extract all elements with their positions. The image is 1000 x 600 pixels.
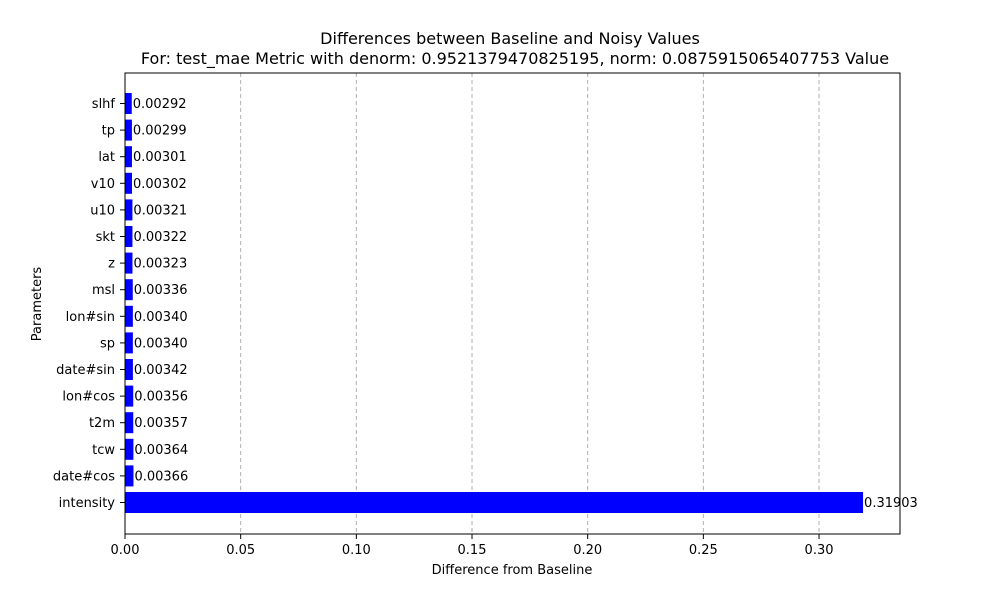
x-ticks-group: 0.00 0.05 0.10 0.15 0.20 0.25 0.30 bbox=[111, 534, 834, 558]
data-label: 0.00292 bbox=[133, 97, 187, 112]
chart-title: Differences between Baseline and Noisy V… bbox=[320, 29, 700, 48]
y-tick-label: sp bbox=[100, 336, 115, 351]
data-label: 0.00342 bbox=[134, 363, 188, 378]
data-labels-group: 0.31903 0.00366 0.00364 0.00357 0.00356 0.003… bbox=[133, 97, 918, 511]
data-label: 0.00357 bbox=[134, 416, 188, 431]
y-tick-label: t2m bbox=[89, 416, 115, 431]
x-tick-label: 0.10 bbox=[342, 543, 371, 558]
bar bbox=[125, 172, 132, 194]
y-axis-label: Parameters bbox=[30, 267, 45, 342]
y-ticks-group: intensity date#cos tcw t2m lon#cos date#sin sp… bbox=[53, 97, 125, 511]
data-label: 0.00321 bbox=[133, 203, 187, 218]
data-label: 0.00336 bbox=[134, 283, 188, 298]
bar bbox=[125, 146, 132, 168]
data-label: 0.00340 bbox=[134, 310, 188, 325]
data-label: 0.00340 bbox=[134, 336, 188, 351]
bar bbox=[125, 412, 134, 434]
x-tick-label: 0.30 bbox=[805, 543, 834, 558]
data-label: 0.00366 bbox=[134, 469, 188, 484]
bar bbox=[125, 93, 132, 114]
bars-group bbox=[125, 93, 864, 513]
x-tick-label: 0.00 bbox=[111, 543, 140, 558]
x-axis-label: Difference from Baseline bbox=[432, 563, 593, 578]
bar bbox=[125, 332, 133, 354]
bar bbox=[125, 492, 864, 513]
chart-subtitle: For: test_mae Metric with denorm: 0.9521… bbox=[141, 49, 889, 69]
data-label: 0.00323 bbox=[133, 257, 187, 272]
x-tick-label: 0.20 bbox=[573, 543, 602, 558]
y-tick-label: v10 bbox=[91, 177, 115, 192]
bar bbox=[125, 305, 133, 327]
bar bbox=[125, 199, 133, 221]
y-tick-label: lat bbox=[98, 150, 115, 165]
y-tick-label: tcw bbox=[92, 443, 115, 458]
data-label: 0.00299 bbox=[133, 124, 187, 139]
bar bbox=[125, 279, 133, 301]
y-tick-label: slhf bbox=[92, 97, 116, 112]
data-label: 0.00302 bbox=[133, 177, 187, 192]
y-tick-label: z bbox=[108, 257, 115, 272]
y-tick-label: msl bbox=[92, 283, 115, 298]
y-tick-label: skt bbox=[96, 230, 115, 245]
data-label: 0.00301 bbox=[133, 150, 187, 165]
bar bbox=[125, 119, 132, 141]
data-label: 0.00322 bbox=[133, 230, 187, 245]
bar bbox=[125, 359, 133, 380]
y-tick-label: date#cos bbox=[53, 469, 115, 484]
x-tick-label: 0.15 bbox=[458, 543, 487, 558]
data-label: 0.00364 bbox=[134, 443, 188, 458]
bar bbox=[125, 385, 134, 407]
y-tick-label: date#sin bbox=[56, 363, 115, 378]
grid-lines bbox=[240, 73, 820, 534]
y-tick-label: tp bbox=[102, 124, 115, 139]
data-label: 0.00356 bbox=[134, 390, 188, 405]
y-tick-label: lon#cos bbox=[62, 390, 115, 405]
bar bbox=[125, 252, 133, 274]
bar bbox=[125, 226, 133, 247]
bar bbox=[125, 465, 134, 487]
bar bbox=[125, 438, 134, 460]
x-tick-label: 0.25 bbox=[689, 543, 718, 558]
x-tick-label: 0.05 bbox=[226, 543, 255, 558]
y-tick-label: u10 bbox=[90, 203, 115, 218]
y-tick-label: lon#sin bbox=[66, 310, 115, 325]
y-tick-label: intensity bbox=[59, 496, 116, 511]
data-label: 0.31903 bbox=[864, 496, 918, 511]
plot-frame bbox=[124, 72, 901, 535]
